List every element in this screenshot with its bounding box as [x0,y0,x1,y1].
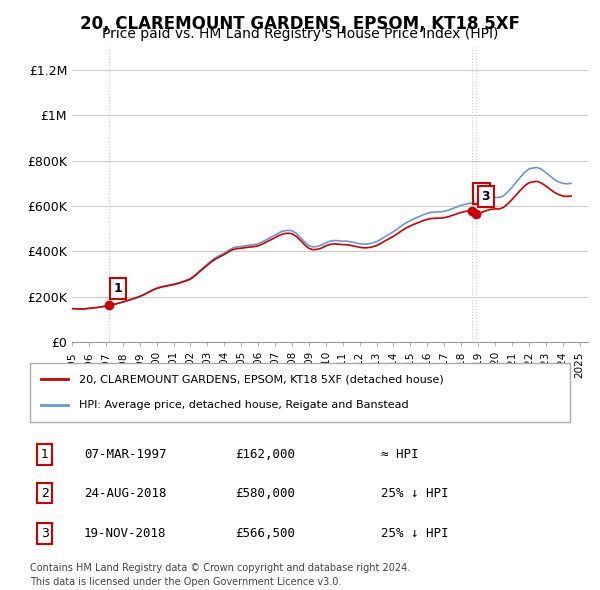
Text: ≈ HPI: ≈ HPI [381,448,419,461]
Text: Contains HM Land Registry data © Crown copyright and database right 2024.: Contains HM Land Registry data © Crown c… [30,563,410,573]
Text: 2: 2 [41,487,49,500]
Text: 3: 3 [41,527,49,540]
FancyBboxPatch shape [30,363,570,422]
Text: 20, CLAREMOUNT GARDENS, EPSOM, KT18 5XF (detached house): 20, CLAREMOUNT GARDENS, EPSOM, KT18 5XF … [79,375,443,384]
Text: 07-MAR-1997: 07-MAR-1997 [84,448,167,461]
Text: 24-AUG-2018: 24-AUG-2018 [84,487,167,500]
Text: £162,000: £162,000 [235,448,295,461]
Text: HPI: Average price, detached house, Reigate and Banstead: HPI: Average price, detached house, Reig… [79,401,408,410]
Text: 3: 3 [481,190,490,203]
Text: 20, CLAREMOUNT GARDENS, EPSOM, KT18 5XF: 20, CLAREMOUNT GARDENS, EPSOM, KT18 5XF [80,15,520,33]
Text: 1: 1 [41,448,49,461]
Text: 2: 2 [477,187,486,200]
Text: This data is licensed under the Open Government Licence v3.0.: This data is licensed under the Open Gov… [30,577,341,587]
Text: £580,000: £580,000 [235,487,295,500]
Text: 25% ↓ HPI: 25% ↓ HPI [381,487,449,500]
Text: £566,500: £566,500 [235,527,295,540]
Text: 19-NOV-2018: 19-NOV-2018 [84,527,167,540]
Text: 25% ↓ HPI: 25% ↓ HPI [381,527,449,540]
Text: 1: 1 [114,282,123,295]
Text: Price paid vs. HM Land Registry's House Price Index (HPI): Price paid vs. HM Land Registry's House … [102,27,498,41]
